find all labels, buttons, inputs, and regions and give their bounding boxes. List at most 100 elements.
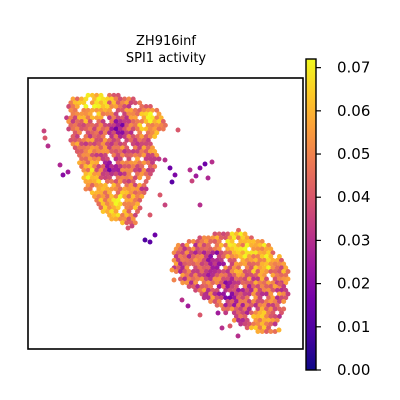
spot bbox=[229, 276, 235, 282]
spot bbox=[244, 272, 250, 278]
spot bbox=[276, 269, 282, 274]
spot bbox=[96, 119, 102, 124]
spot bbox=[238, 306, 244, 312]
spot bbox=[113, 194, 119, 199]
spot bbox=[122, 126, 128, 132]
spot bbox=[143, 171, 149, 177]
spot bbox=[184, 272, 190, 278]
spot bbox=[257, 302, 263, 308]
spot bbox=[122, 171, 128, 177]
spot bbox=[238, 299, 244, 304]
spot bbox=[147, 239, 153, 245]
spot bbox=[244, 265, 250, 271]
spot bbox=[216, 261, 222, 267]
spot bbox=[277, 281, 283, 287]
spot bbox=[143, 186, 149, 192]
spot bbox=[94, 167, 100, 173]
spot bbox=[92, 156, 97, 162]
spot bbox=[246, 269, 252, 274]
spot bbox=[83, 156, 89, 162]
spot bbox=[212, 239, 218, 244]
spot bbox=[120, 130, 125, 136]
spot bbox=[72, 115, 78, 121]
spot bbox=[188, 250, 194, 256]
spot bbox=[68, 137, 74, 143]
spot bbox=[100, 119, 106, 124]
spot bbox=[193, 265, 199, 271]
spot bbox=[137, 122, 143, 128]
spot bbox=[190, 269, 196, 274]
spot bbox=[171, 277, 177, 283]
spot bbox=[128, 100, 134, 106]
spot bbox=[126, 201, 132, 207]
spot bbox=[162, 202, 168, 208]
spot bbox=[205, 295, 211, 301]
spot bbox=[242, 291, 248, 297]
spot bbox=[111, 167, 117, 173]
spot bbox=[268, 246, 274, 252]
spot bbox=[137, 145, 143, 151]
spot bbox=[126, 194, 132, 199]
spot bbox=[255, 291, 261, 297]
spot bbox=[195, 276, 201, 282]
spot bbox=[111, 182, 117, 188]
spot bbox=[246, 306, 252, 312]
spot bbox=[283, 287, 289, 293]
spot bbox=[274, 317, 280, 323]
spot bbox=[257, 280, 263, 286]
spot bbox=[238, 276, 244, 282]
spot bbox=[89, 175, 95, 181]
spot bbox=[257, 317, 263, 323]
spot bbox=[270, 302, 276, 308]
spot bbox=[145, 107, 151, 113]
spot bbox=[158, 122, 164, 128]
spot bbox=[162, 122, 168, 128]
spot bbox=[92, 104, 97, 109]
spot bbox=[268, 321, 274, 327]
spot bbox=[74, 119, 80, 124]
spot bbox=[242, 231, 248, 237]
spot bbox=[130, 126, 136, 132]
spot bbox=[178, 276, 183, 282]
spot bbox=[128, 160, 134, 166]
spot bbox=[240, 257, 246, 263]
colorbar-tick-label: 0.06 bbox=[337, 102, 370, 120]
spot bbox=[253, 287, 259, 293]
spot bbox=[139, 104, 145, 109]
spot bbox=[188, 280, 194, 286]
spot bbox=[259, 291, 265, 297]
spot bbox=[169, 179, 175, 185]
spot bbox=[120, 175, 125, 181]
spot bbox=[124, 145, 130, 151]
spot bbox=[147, 141, 153, 147]
colorbar-tick-label: 0.02 bbox=[337, 275, 370, 293]
spot bbox=[83, 171, 89, 177]
spot bbox=[197, 312, 203, 318]
spot bbox=[272, 321, 278, 327]
spot bbox=[190, 261, 196, 267]
spot bbox=[128, 212, 134, 218]
spot bbox=[276, 261, 282, 267]
spot bbox=[283, 265, 289, 271]
spot bbox=[135, 164, 140, 169]
spot bbox=[182, 261, 188, 267]
spot bbox=[233, 291, 239, 297]
spot bbox=[257, 242, 263, 248]
spot bbox=[218, 235, 224, 241]
spot bbox=[272, 284, 278, 289]
spot bbox=[251, 284, 257, 289]
spot bbox=[210, 235, 216, 241]
spot bbox=[87, 141, 93, 147]
spot bbox=[259, 314, 265, 319]
spot bbox=[255, 306, 261, 312]
spot bbox=[201, 257, 207, 263]
spot bbox=[96, 171, 102, 177]
spot bbox=[225, 246, 231, 252]
spot bbox=[208, 291, 214, 297]
spot bbox=[128, 190, 134, 196]
spot bbox=[109, 141, 115, 147]
spot bbox=[221, 254, 226, 259]
spot bbox=[270, 295, 276, 301]
spot bbox=[264, 246, 269, 252]
spot bbox=[268, 306, 274, 312]
